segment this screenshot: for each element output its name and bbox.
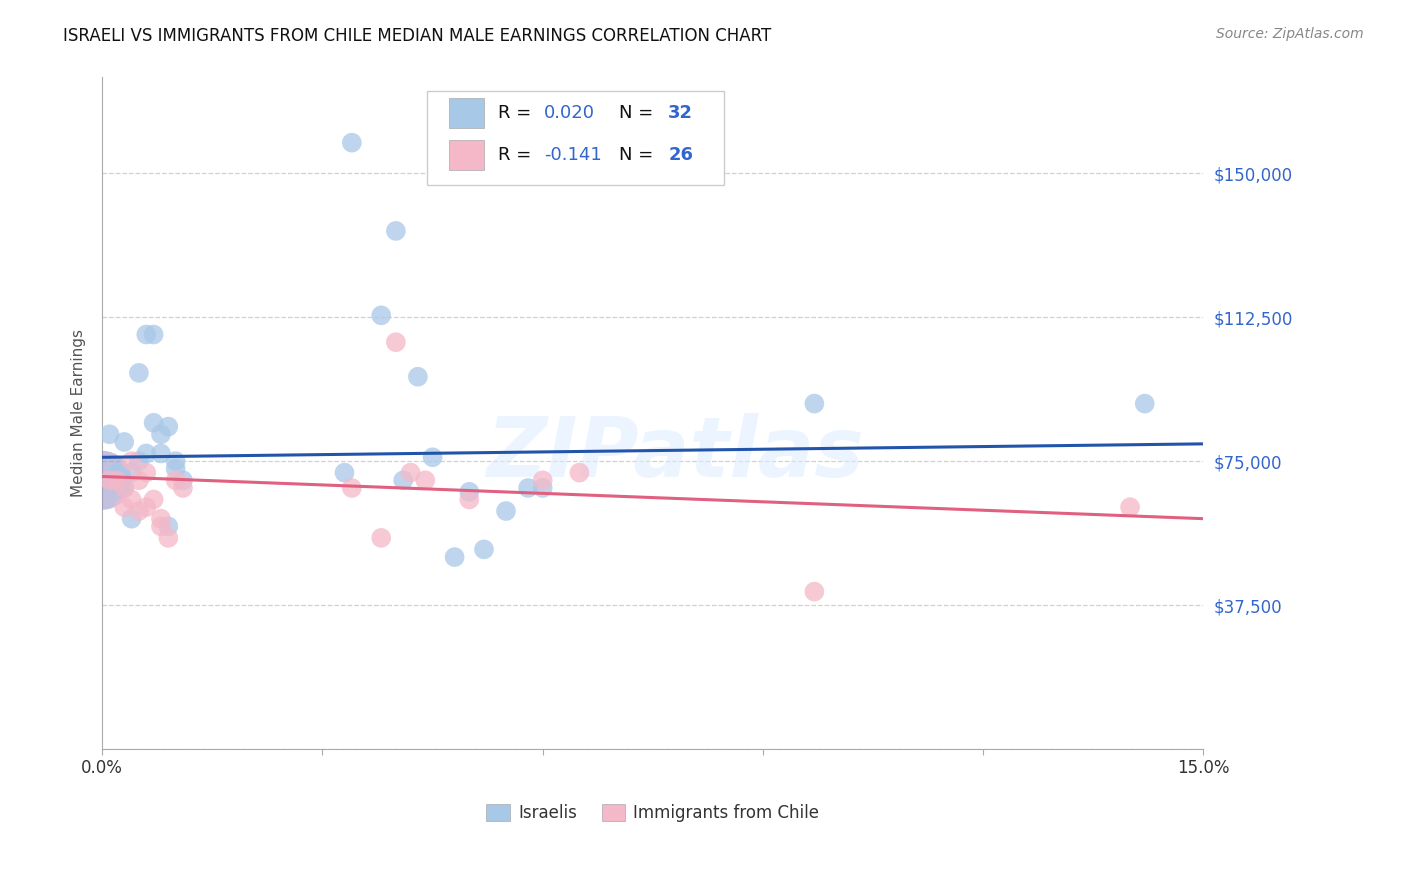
Point	[422, 450, 444, 465]
Point	[1133, 396, 1156, 410]
Point	[458, 492, 481, 507]
Point	[340, 136, 363, 150]
Point	[121, 511, 143, 525]
Point	[172, 481, 194, 495]
Point	[112, 481, 135, 495]
Point	[1119, 500, 1142, 515]
Point	[531, 481, 554, 495]
Legend: Israelis, Immigrants from Chile: Israelis, Immigrants from Chile	[486, 805, 820, 822]
Point	[112, 500, 135, 515]
Point	[157, 531, 180, 545]
Point	[458, 484, 481, 499]
Point	[112, 434, 135, 449]
Text: N =: N =	[619, 104, 658, 122]
Text: 32: 32	[668, 104, 693, 122]
Point	[121, 454, 143, 468]
Point	[803, 396, 825, 410]
Bar	[449, 98, 484, 128]
Point	[98, 427, 121, 442]
Point	[340, 481, 363, 495]
Text: ISRAELI VS IMMIGRANTS FROM CHILE MEDIAN MALE EARNINGS CORRELATION CHART: ISRAELI VS IMMIGRANTS FROM CHILE MEDIAN …	[63, 27, 772, 45]
Point	[406, 369, 429, 384]
Point	[149, 519, 172, 533]
Point	[157, 419, 180, 434]
Point	[333, 466, 356, 480]
Text: -0.141: -0.141	[544, 145, 602, 163]
Point	[105, 473, 128, 487]
Point	[370, 531, 392, 545]
Point	[149, 511, 172, 525]
FancyBboxPatch shape	[427, 91, 724, 185]
Text: 26: 26	[668, 145, 693, 163]
Point	[370, 309, 392, 323]
Point	[517, 481, 540, 495]
Point	[112, 481, 135, 495]
Point	[142, 492, 165, 507]
Point	[121, 492, 143, 507]
Point	[413, 473, 436, 487]
Point	[128, 454, 150, 468]
Point	[121, 466, 143, 480]
Point	[165, 462, 187, 476]
Point	[128, 366, 150, 380]
Point	[128, 473, 150, 487]
Point	[135, 466, 157, 480]
Point	[392, 473, 415, 487]
Point	[98, 473, 121, 487]
Point	[135, 327, 157, 342]
Text: 0.020: 0.020	[544, 104, 595, 122]
Point	[149, 427, 172, 442]
Point	[142, 416, 165, 430]
Point	[105, 466, 128, 480]
Point	[142, 327, 165, 342]
Point	[149, 446, 172, 460]
Bar	[449, 139, 484, 169]
Point	[399, 466, 422, 480]
Point	[443, 550, 465, 565]
Text: R =: R =	[498, 145, 537, 163]
Point	[128, 504, 150, 518]
Point	[157, 519, 180, 533]
Text: ZIPatlas: ZIPatlas	[486, 413, 863, 494]
Y-axis label: Median Male Earnings: Median Male Earnings	[72, 329, 86, 497]
Point	[385, 335, 408, 350]
Point	[172, 473, 194, 487]
Text: N =: N =	[619, 145, 658, 163]
Point	[385, 224, 408, 238]
Text: R =: R =	[498, 104, 537, 122]
Point	[803, 584, 825, 599]
Point	[531, 473, 554, 487]
Point	[135, 500, 157, 515]
Point	[165, 454, 187, 468]
Text: Source: ZipAtlas.com: Source: ZipAtlas.com	[1216, 27, 1364, 41]
Point	[165, 473, 187, 487]
Point	[472, 542, 495, 557]
Point	[91, 473, 114, 487]
Point	[135, 446, 157, 460]
Point	[568, 466, 591, 480]
Point	[495, 504, 517, 518]
